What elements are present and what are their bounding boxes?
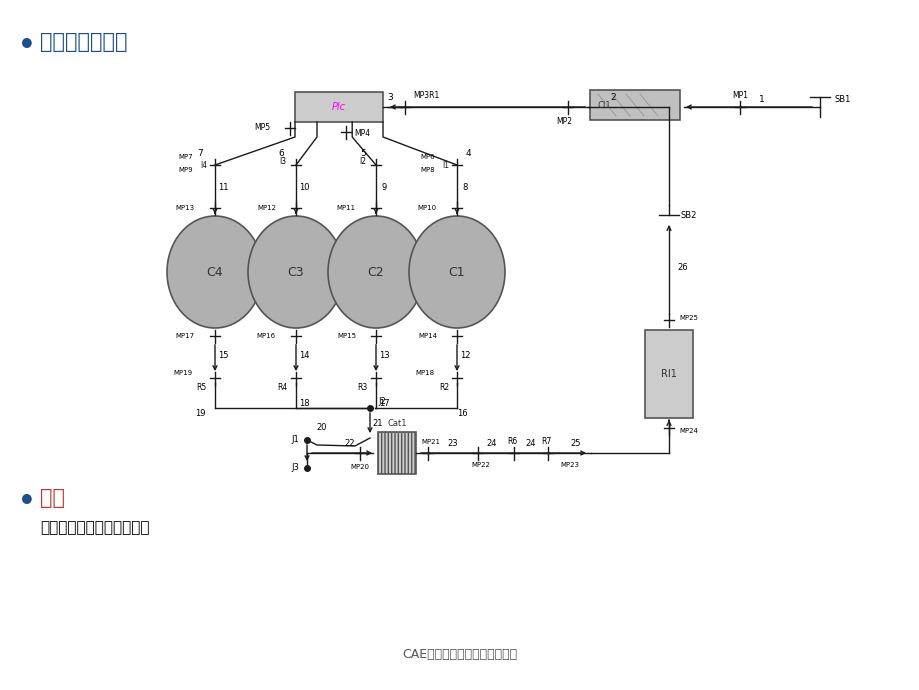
- Text: I4: I4: [199, 161, 207, 170]
- Text: •: •: [18, 488, 36, 516]
- Text: SB1: SB1: [834, 95, 850, 103]
- Text: CI1: CI1: [597, 101, 611, 110]
- Text: MP25: MP25: [679, 315, 698, 321]
- Text: CAE技术在发动机开发中的应用: CAE技术在发动机开发中的应用: [402, 648, 517, 661]
- Text: R3: R3: [357, 384, 368, 393]
- Text: 9: 9: [381, 182, 386, 192]
- Text: MP4: MP4: [354, 130, 369, 139]
- Text: C1: C1: [448, 266, 465, 279]
- Ellipse shape: [328, 216, 424, 328]
- Text: 12: 12: [460, 351, 470, 360]
- Text: MP19: MP19: [174, 370, 193, 376]
- Text: 21: 21: [372, 419, 383, 428]
- Text: 8: 8: [462, 182, 467, 192]
- Text: MP14: MP14: [417, 333, 437, 339]
- Text: C2: C2: [368, 266, 384, 279]
- Text: Plc: Plc: [332, 102, 346, 112]
- Text: MP23: MP23: [560, 462, 578, 468]
- Text: C3: C3: [288, 266, 304, 279]
- Text: MP8: MP8: [420, 167, 435, 173]
- Text: Cat1: Cat1: [387, 420, 406, 428]
- Bar: [295, 92, 382, 122]
- Text: 热力学仿真模型: 热力学仿真模型: [40, 32, 128, 52]
- Text: 4: 4: [465, 148, 471, 157]
- Text: 15: 15: [218, 351, 228, 360]
- Text: R4: R4: [278, 384, 288, 393]
- Text: MP12: MP12: [256, 205, 276, 211]
- Text: 19: 19: [195, 408, 205, 417]
- Text: 7: 7: [197, 148, 203, 157]
- Text: MP7: MP7: [178, 154, 193, 160]
- Text: MP6: MP6: [420, 154, 435, 160]
- Text: J3: J3: [290, 464, 299, 473]
- Text: SB2: SB2: [680, 210, 697, 219]
- Text: I3: I3: [278, 157, 286, 166]
- Text: MP3R1: MP3R1: [413, 90, 438, 99]
- Ellipse shape: [248, 216, 344, 328]
- Text: 25: 25: [570, 439, 581, 448]
- Text: MP22: MP22: [471, 462, 490, 468]
- Text: 燃烧参数、摩擦功的确定。: 燃烧参数、摩擦功的确定。: [40, 520, 150, 535]
- Text: MP5: MP5: [254, 124, 270, 132]
- Text: 3: 3: [387, 92, 392, 101]
- Text: MP24: MP24: [679, 428, 698, 434]
- Text: 26: 26: [677, 263, 687, 272]
- Text: MP2: MP2: [555, 117, 572, 126]
- Text: MP21: MP21: [421, 439, 440, 445]
- Text: J1: J1: [290, 435, 299, 444]
- Text: 23: 23: [448, 439, 458, 448]
- Text: 13: 13: [379, 351, 389, 360]
- Text: R7: R7: [540, 437, 550, 446]
- Text: 17: 17: [379, 399, 389, 408]
- Text: 22: 22: [345, 439, 355, 448]
- Text: MP1: MP1: [732, 90, 747, 99]
- Text: 20: 20: [316, 424, 327, 433]
- Text: 24: 24: [525, 439, 536, 448]
- Ellipse shape: [409, 216, 505, 328]
- Text: 11: 11: [218, 182, 228, 192]
- Text: I2: I2: [358, 157, 366, 166]
- Bar: [589, 90, 679, 120]
- Text: MP13: MP13: [176, 205, 195, 211]
- Text: J2: J2: [378, 397, 385, 406]
- Text: 24: 24: [486, 439, 496, 448]
- Text: C4: C4: [207, 266, 223, 279]
- Text: 14: 14: [299, 351, 309, 360]
- Bar: [644, 330, 692, 418]
- Text: MP16: MP16: [256, 333, 276, 339]
- Bar: [378, 432, 415, 474]
- Text: 5: 5: [359, 148, 366, 157]
- Text: MP11: MP11: [336, 205, 356, 211]
- Text: R6: R6: [506, 437, 516, 446]
- Text: 10: 10: [299, 182, 309, 192]
- Text: I1: I1: [441, 161, 448, 170]
- Text: 2: 2: [609, 92, 615, 101]
- Text: 难点: 难点: [40, 488, 65, 508]
- Text: 6: 6: [278, 148, 284, 157]
- Text: MP9: MP9: [178, 167, 193, 173]
- Ellipse shape: [167, 216, 263, 328]
- Text: RI1: RI1: [661, 369, 676, 379]
- Text: MP10: MP10: [417, 205, 437, 211]
- Text: R2: R2: [438, 384, 448, 393]
- Text: 1: 1: [758, 95, 764, 103]
- Text: •: •: [18, 32, 36, 60]
- Text: R5: R5: [197, 384, 207, 393]
- Text: MP17: MP17: [176, 333, 195, 339]
- Text: 16: 16: [456, 408, 467, 417]
- Text: 18: 18: [299, 399, 309, 408]
- Text: MP20: MP20: [350, 464, 369, 470]
- Text: MP18: MP18: [415, 370, 435, 376]
- Text: MP15: MP15: [336, 333, 356, 339]
